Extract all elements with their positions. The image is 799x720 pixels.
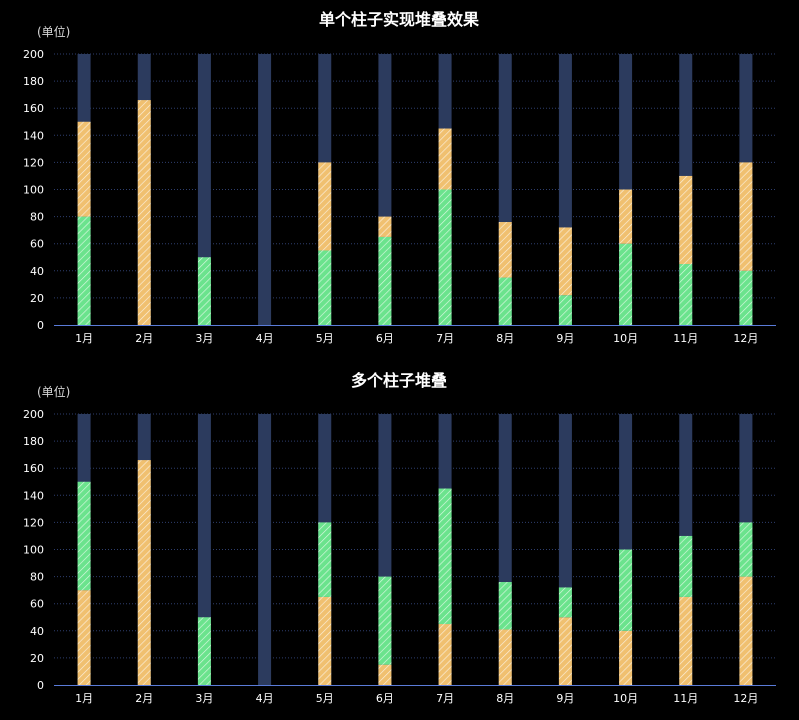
bar-segment-series-0[interactable] [197,257,211,325]
bar-segment-series-1[interactable] [739,522,753,577]
x-tick-label: 10月 [613,332,638,345]
chart-title: 单个柱子实现堆叠效果 [319,10,479,29]
bar-segment-series-0[interactable] [679,264,693,325]
y-tick-label: 140 [23,489,44,502]
y-tick-label: 180 [23,435,44,448]
bar-segment-series-1[interactable] [197,617,211,685]
x-tick-label: 10月 [613,692,638,705]
x-tick-label: 3月 [195,692,213,705]
bar-segment-series-1[interactable] [438,488,452,625]
bar-segment-series-1[interactable] [619,549,633,631]
bar-segment-series-0[interactable] [498,277,512,325]
bar-segment-series-1[interactable] [318,162,332,251]
x-tick-label: 8月 [496,332,514,345]
y-tick-label: 20 [30,652,44,665]
bar-segment-series-0[interactable] [739,576,753,685]
x-tick-label: 8月 [496,692,514,705]
bar-segment-series-1[interactable] [378,576,392,665]
bar-segment-series-0[interactable] [318,596,332,685]
y-tick-label: 160 [23,462,44,475]
x-tick-label: 12月 [733,332,758,345]
bar-segment-series-0[interactable] [619,630,633,685]
y-tick-label: 80 [30,211,44,224]
bar-segment-series-1[interactable] [679,535,693,597]
bar-segment-series-1[interactable] [679,175,693,265]
x-tick-label: 7月 [436,692,454,705]
y-tick-label: 40 [30,625,44,638]
y-tick-label: 80 [30,571,44,584]
y-tick-label: 160 [23,102,44,115]
bar-segment-series-1[interactable] [498,222,512,278]
y-axis-unit-label: (单位) [37,384,70,399]
bar-segment-series-0[interactable] [77,590,91,685]
chart-panel-single-stack: 单个柱子实现堆叠效果 (单位) 0 20 40 60 80 100 120 140 160 180 20… [23,10,776,345]
bar-segment-series-1[interactable] [438,128,452,190]
x-tick-label: 6月 [376,332,394,345]
bar-segment-series-1[interactable] [77,121,91,217]
bar-segment-series-1[interactable] [558,227,572,296]
bar-segment-series-1[interactable] [137,100,151,325]
bar-segment-series-0[interactable] [558,617,572,685]
y-tick-label: 0 [37,319,44,332]
y-tick-label: 60 [30,238,44,251]
x-tick-label: 9月 [556,332,574,345]
bar-segment-series-0[interactable] [438,189,452,326]
y-tick-label: 140 [23,129,44,142]
y-tick-label: 180 [23,75,44,88]
y-tick-label: 120 [23,156,44,169]
bar-segment-series-1[interactable] [619,189,633,244]
bar-segment-series-0[interactable] [498,629,512,685]
x-tick-label: 9月 [556,692,574,705]
bar-segment-series-1[interactable] [498,582,512,630]
bar-segment-series-0[interactable] [318,250,332,325]
x-tick-label: 5月 [316,692,334,705]
bar-segment-series-1[interactable] [77,481,91,591]
bar-segment-series-0[interactable] [378,664,392,685]
bar-segment-series-1[interactable] [558,587,572,618]
x-tick-label: 7月 [436,332,454,345]
bar-segment-series-0[interactable] [679,596,693,685]
x-tick-label: 4月 [256,332,274,345]
x-tick-label: 11月 [673,332,698,345]
bar-segment-series-1[interactable] [378,216,392,237]
x-tick-label: 2月 [135,332,153,345]
bar-segment-series-0[interactable] [558,295,572,325]
bar-segment-series-0[interactable] [77,216,91,325]
y-tick-label: 20 [30,292,44,305]
bar-segment-series-0[interactable] [378,236,392,325]
bar-background [258,54,272,325]
y-axis-unit-label: (单位) [37,24,70,39]
x-tick-label: 3月 [195,332,213,345]
y-tick-label: 200 [23,48,44,61]
bar-background [258,414,272,685]
x-tick-label: 6月 [376,692,394,705]
chart-title: 多个柱子堆叠 [351,371,447,390]
bar-segment-series-0[interactable] [137,460,151,685]
x-tick-label: 4月 [256,692,274,705]
y-tick-label: 40 [30,265,44,278]
x-tick-label: 12月 [733,692,758,705]
bar-segment-series-1[interactable] [739,162,753,271]
bar-segment-series-1[interactable] [318,522,332,597]
y-tick-label: 200 [23,408,44,421]
chart-panel-multi-stack: 多个柱子堆叠 (单位) 0 20 40 60 80 100 120 140 160 180 200 1月 2… [23,371,776,705]
x-tick-label: 1月 [75,332,93,345]
x-tick-label: 1月 [75,692,93,705]
y-tick-label: 100 [23,184,44,197]
x-tick-label: 11月 [673,692,698,705]
bar-segment-series-0[interactable] [438,624,452,685]
y-tick-label: 120 [23,516,44,529]
bar-segment-series-0[interactable] [739,270,753,325]
bar-segment-series-0[interactable] [619,243,633,325]
y-tick-label: 60 [30,598,44,611]
x-tick-label: 5月 [316,332,334,345]
x-tick-label: 2月 [135,692,153,705]
y-tick-label: 0 [37,679,44,692]
y-tick-label: 100 [23,544,44,557]
